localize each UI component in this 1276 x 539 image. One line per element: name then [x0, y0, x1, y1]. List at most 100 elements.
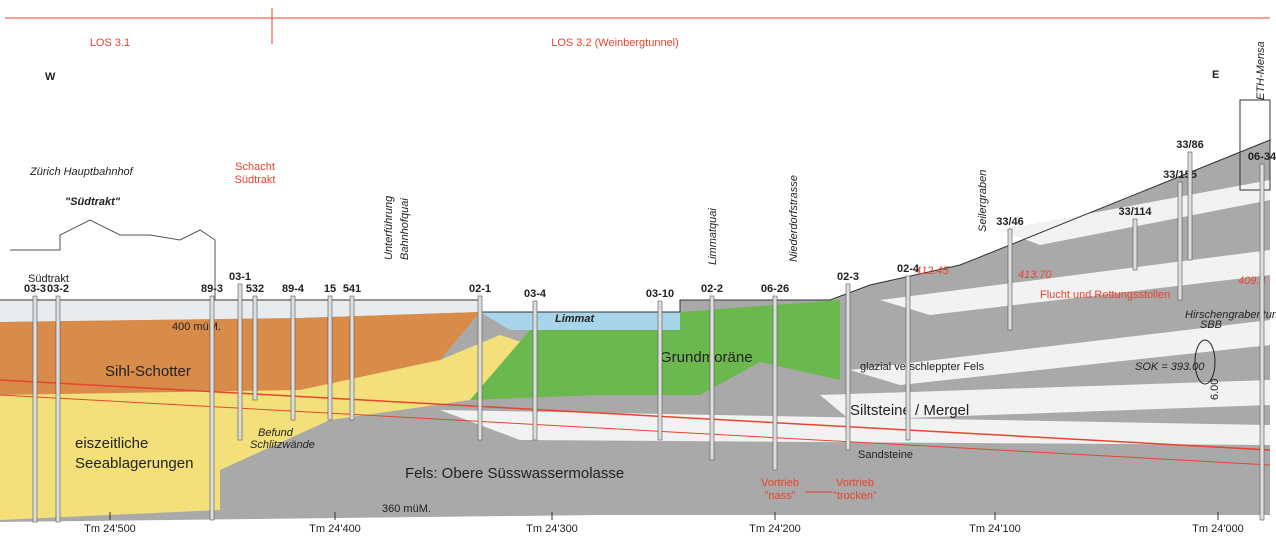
borehole-label: 541: [343, 283, 361, 295]
landmark: Schacht: [235, 161, 275, 173]
landmark: "Südtrakt": [65, 196, 121, 208]
borehole-label: 03-3: [24, 283, 46, 295]
borehole-label: 06-34: [1248, 151, 1276, 163]
landmark: Zürich Hauptbahnhof: [29, 166, 134, 178]
borehole: [1259, 163, 1265, 521]
vortrieb: "nass": [764, 490, 795, 502]
level: SOK = 393.00: [1135, 361, 1205, 373]
borehole: [1177, 181, 1183, 301]
borehole-label: 33/86: [1176, 139, 1204, 151]
borehole-label: 532: [246, 283, 264, 295]
landmark: SBB: [1200, 319, 1222, 331]
borehole: [237, 283, 243, 441]
direction: E: [1212, 69, 1219, 81]
seeablagerungen: [0, 335, 530, 520]
landmark: Seilergraben: [977, 170, 989, 232]
light-band: [850, 320, 1270, 385]
borehole: [32, 295, 38, 523]
borehole-label: 33/46: [996, 216, 1024, 228]
level: 6.00: [1209, 379, 1221, 400]
light-band: [1000, 180, 1270, 245]
landmark: Niederdorfstrasse: [788, 175, 800, 262]
borehole: [532, 300, 538, 441]
geology: [0, 99, 1271, 522]
borehole-label: 02-1: [469, 283, 491, 295]
layer-label: Seeablagerungen: [75, 455, 193, 472]
limmat-water: [480, 312, 680, 330]
building-label: ETH-Mensa: [1255, 41, 1267, 100]
direction: W: [45, 71, 56, 83]
vortrieb: "trocken": [833, 490, 877, 502]
landmark: Südtrakt: [235, 174, 276, 186]
layer-label: glazial verschleppter Fels: [860, 361, 985, 373]
station-label: Tm 24'100: [969, 523, 1021, 535]
station-label: Tm 24'500: [84, 523, 136, 535]
landmark: Bahnhofquai: [399, 198, 411, 260]
borehole: [55, 295, 61, 523]
borehole: [349, 295, 355, 421]
sbb-tunnel: [1194, 339, 1216, 385]
landmark: Limmatquai: [707, 208, 719, 265]
borehole: [1187, 151, 1193, 261]
borehole-label: 89-3: [201, 283, 223, 295]
borehole: [1132, 218, 1138, 271]
borehole: [252, 295, 258, 401]
borehole-label: 02-4: [897, 263, 920, 275]
borehole: [905, 275, 911, 441]
borehole: [1007, 228, 1013, 331]
landmark: Hirschengrabentunnel: [1185, 309, 1276, 321]
level: Flucht und Rettungsstollen: [1040, 289, 1170, 301]
level: 409.8: [1238, 275, 1266, 287]
los-label: LOS 3.1: [90, 37, 130, 49]
borehole-label: 02-2: [701, 283, 723, 295]
level: 400 müM.: [172, 321, 221, 333]
layer-label: Sihl-Schotter: [105, 363, 191, 380]
borehole-label: 33/114: [1118, 206, 1152, 218]
borehole: [477, 295, 483, 441]
borehole: [209, 295, 215, 521]
layer-label: Grundmoräne: [660, 349, 753, 366]
header: LOS 3.1 LOS 3.2 (Weinbergtunnel) W E ETH…: [5, 8, 1270, 100]
borehole: [845, 283, 851, 451]
los-label: LOS 3.2 (Weinbergtunnel): [551, 37, 679, 49]
grundmoraene: [470, 300, 840, 400]
borehole: [290, 295, 296, 421]
station-label: Tm 24'400: [309, 523, 361, 535]
building-outline: [10, 219, 216, 300]
borehole-label: 89-4: [282, 283, 305, 295]
borehole-label: 03-1: [229, 271, 251, 283]
vortrieb: Vortrieb: [761, 477, 799, 489]
borehole-label: 02-3: [837, 271, 859, 283]
level: 413.70: [1018, 269, 1053, 281]
borehole: [772, 295, 778, 471]
borehole: [327, 295, 333, 421]
borehole: [709, 295, 715, 461]
station-label: Tm 24'200: [749, 523, 801, 535]
level: 412.45: [915, 265, 950, 277]
landmark: Unterführung: [383, 195, 395, 260]
borehole: [657, 300, 663, 441]
station-label: Tm 24'300: [526, 523, 578, 535]
landmark: Südtrakt: [28, 273, 69, 285]
layer-label: Schlitzwände: [250, 439, 315, 451]
light-band: [880, 250, 1270, 315]
vortrieb: Vortrieb: [836, 477, 874, 489]
layer-label: Befund: [258, 427, 294, 439]
layer-label: eiszeitliche: [75, 435, 148, 452]
light-band: [820, 380, 1270, 420]
borehole-label: 06-26: [761, 283, 789, 295]
borehole-label: 03-2: [47, 283, 69, 295]
layer-label: Sandsteine: [858, 449, 913, 461]
level: 360 müM.: [382, 503, 431, 515]
labels: Zürich Hauptbahnhof "Südtrakt" Südtrakt …: [28, 161, 1276, 515]
landmark: Limmat: [555, 313, 595, 325]
building: [1239, 99, 1271, 191]
borehole-label: 03-10: [646, 288, 674, 300]
station-label: Tm 24'000: [1192, 523, 1244, 535]
borehole-label: 15: [324, 283, 336, 295]
borehole-label: 03-4: [524, 288, 547, 300]
layer-label: Fels: Obere Süsswassermolasse: [405, 465, 624, 482]
